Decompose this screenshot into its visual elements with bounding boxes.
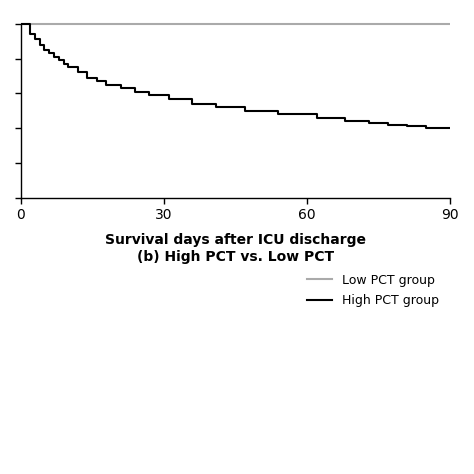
High PCT group: [37, 42, 43, 47]
High PCT group: [447, 125, 453, 131]
High PCT group: [342, 118, 348, 124]
High PCT group: [32, 36, 38, 42]
High PCT group: [61, 61, 66, 66]
High PCT group: [146, 92, 152, 98]
High PCT group: [190, 101, 195, 107]
High PCT group: [404, 124, 410, 129]
High PCT group: [46, 50, 52, 56]
High PCT group: [42, 47, 47, 53]
High PCT group: [51, 54, 57, 60]
High PCT group: [166, 96, 172, 101]
High PCT group: [27, 31, 33, 37]
Legend: Low PCT group, High PCT group: Low PCT group, High PCT group: [302, 269, 444, 312]
High PCT group: [118, 85, 124, 91]
High PCT group: [314, 115, 319, 120]
High PCT group: [242, 108, 248, 114]
High PCT group: [84, 75, 90, 81]
High PCT group: [275, 111, 281, 117]
High PCT group: [94, 78, 100, 84]
High PCT group: [213, 104, 219, 110]
High PCT group: [132, 89, 138, 94]
High PCT group: [65, 64, 71, 70]
High PCT group: [104, 82, 109, 88]
High PCT group: [423, 125, 429, 131]
High PCT group: [75, 70, 81, 75]
High PCT group: [56, 57, 62, 63]
High PCT group: [385, 122, 391, 128]
X-axis label: Survival days after ICU discharge
(b) High PCT vs. Low PCT: Survival days after ICU discharge (b) Hi…: [105, 233, 366, 264]
Line: High PCT group: High PCT group: [20, 24, 450, 128]
High PCT group: [18, 21, 23, 27]
High PCT group: [366, 120, 372, 126]
